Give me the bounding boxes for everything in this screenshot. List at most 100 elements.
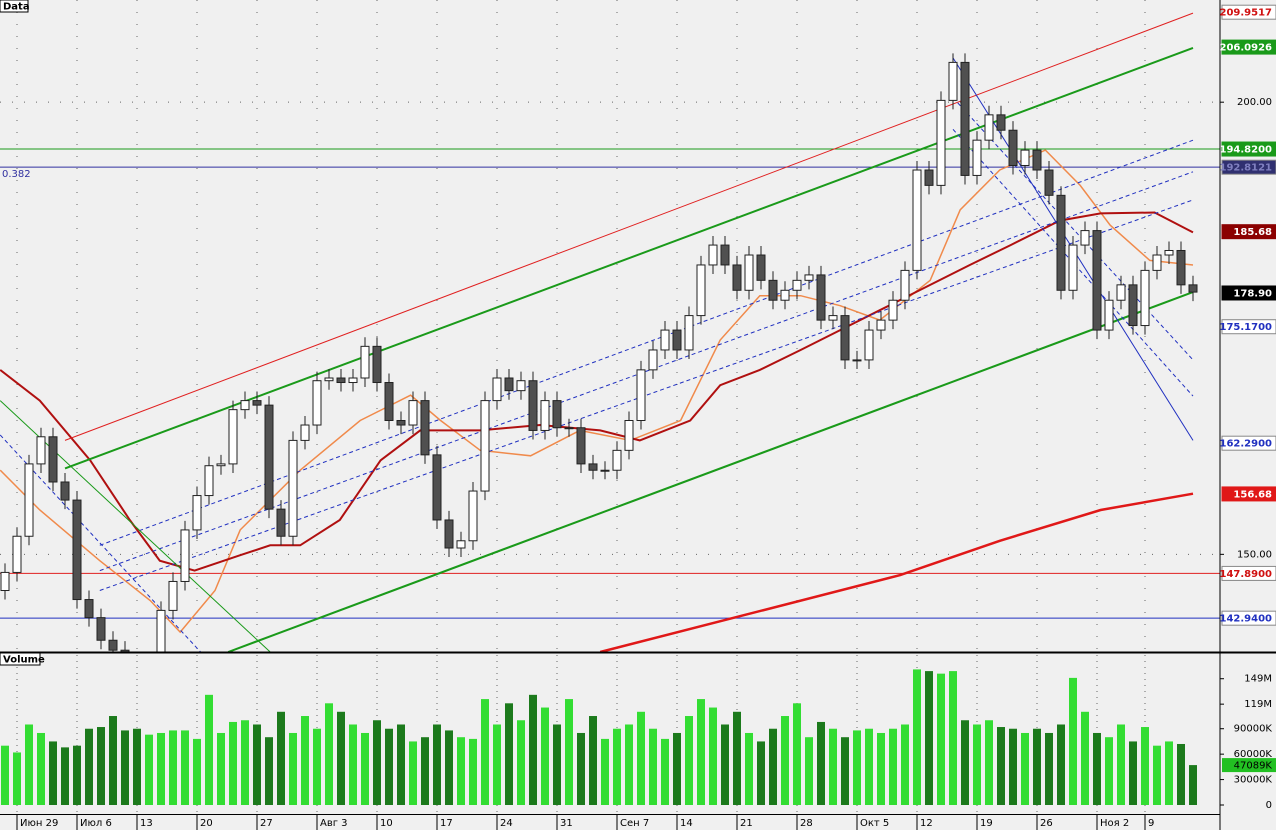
volume-bar [913, 669, 921, 805]
volume-bar [781, 716, 789, 805]
price-marker [1221, 224, 1276, 240]
volume-bar [541, 707, 549, 805]
volume-bar [169, 730, 177, 805]
candle-body [96, 617, 106, 641]
candle-body [12, 535, 22, 573]
volume-bar [613, 728, 621, 805]
x-tick-label: 17 [440, 818, 453, 829]
candle-body [792, 279, 802, 291]
candle-body [876, 319, 886, 331]
candle-body [156, 609, 166, 652]
candle-body [480, 400, 490, 492]
candle-body [324, 377, 334, 382]
volume-bar [157, 732, 165, 805]
candle-body [960, 61, 970, 176]
price-marker-label: 185.68 [1233, 227, 1272, 238]
price-marker [1221, 486, 1276, 502]
candle-body [564, 427, 574, 430]
volume-bar [1153, 745, 1161, 805]
candle-body [300, 424, 310, 441]
candle-body [636, 369, 646, 421]
candle-body [1080, 230, 1090, 246]
candle-body [252, 400, 262, 406]
volume-bar [505, 703, 513, 805]
candle-body [408, 400, 418, 426]
price-marker [1221, 285, 1276, 301]
volume-bar [517, 720, 525, 805]
candle-body [1152, 254, 1162, 271]
price-marker-label: 209.9517 [1219, 8, 1272, 19]
volume-bar [817, 721, 825, 805]
volume-bar [385, 728, 393, 805]
volume-bar [349, 724, 357, 805]
volume-bar [1165, 741, 1173, 805]
candle-body [936, 99, 946, 186]
candle-body [612, 449, 622, 471]
volume-bar [685, 716, 693, 805]
overlay-line [99, 171, 1194, 572]
y-tick-label: 200.00 [1237, 97, 1272, 108]
candle-body [708, 244, 718, 266]
x-tick-label: 27 [260, 818, 273, 829]
volume-bar [577, 732, 585, 805]
x-tick-label: Ноя 2 [1100, 818, 1129, 829]
price-marker [1221, 610, 1276, 626]
candle-body [1188, 284, 1198, 293]
price-marker-label: 147.8900 [1219, 569, 1272, 580]
overlay-line [952, 97, 1194, 361]
price-marker-label: 175.1700 [1219, 322, 1272, 333]
candle-body [1056, 194, 1066, 291]
volume-bar [481, 699, 489, 805]
volume-bar [337, 711, 345, 805]
volume-bar [229, 721, 237, 805]
candle-body [804, 274, 814, 281]
candle-body [420, 400, 430, 456]
candle-body [696, 264, 706, 317]
x-tick-label: 14 [680, 818, 693, 829]
price-marker [1221, 319, 1276, 335]
candle-body [996, 114, 1006, 131]
candle-body [192, 495, 202, 531]
candle-body [456, 540, 466, 549]
candle-body [732, 264, 742, 291]
candle-body [1116, 284, 1126, 301]
x-tick-label: Окт 5 [860, 818, 889, 829]
volume-bar [1141, 727, 1149, 805]
candle-body [756, 254, 766, 281]
overlay-line [64, 12, 1194, 441]
candle-body [336, 377, 346, 384]
candle-body [684, 315, 694, 351]
x-tick-label: Июл 6 [80, 818, 112, 829]
candle-body [1164, 249, 1174, 256]
volume-bar [805, 737, 813, 805]
y-tick-label: 90000K [1234, 724, 1273, 735]
candle-body [720, 244, 730, 266]
candle-body [552, 400, 562, 429]
candle-body [276, 508, 286, 537]
volume-bar [1045, 732, 1053, 805]
fib-label: 0.382 [2, 169, 31, 180]
volume-bar [1189, 765, 1197, 805]
candle-body [780, 289, 790, 301]
candle-body [492, 377, 502, 402]
candle-body [444, 519, 454, 549]
volume-bar [313, 728, 321, 805]
candle-body [864, 329, 874, 361]
volume-bar [1093, 732, 1101, 805]
volume-bar [529, 694, 537, 805]
volume-bar [325, 703, 333, 805]
volume-bar [409, 741, 417, 805]
volume-bar [697, 699, 705, 805]
candle-body [972, 139, 982, 176]
volume-bar [637, 711, 645, 805]
price-marker [1221, 565, 1276, 581]
candle-body [948, 61, 958, 101]
candle-body [432, 454, 442, 521]
candle-body [168, 580, 178, 611]
candle-body [816, 274, 826, 321]
x-tick-label: 28 [800, 818, 813, 829]
candle-body [228, 409, 238, 465]
volume-bar [265, 737, 273, 805]
